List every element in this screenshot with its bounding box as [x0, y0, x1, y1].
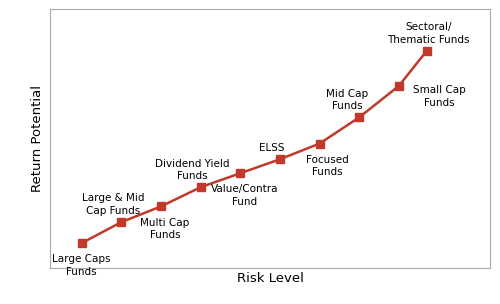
Text: Focused
Funds: Focused Funds [306, 155, 349, 178]
X-axis label: Risk Level: Risk Level [236, 272, 304, 285]
Text: Sectoral/
Thematic Funds: Sectoral/ Thematic Funds [388, 22, 470, 45]
Text: ELSS: ELSS [259, 143, 284, 153]
Text: Multi Cap
Funds: Multi Cap Funds [140, 218, 190, 240]
Text: Small Cap
Funds: Small Cap Funds [412, 85, 466, 108]
Text: Large & Mid
Cap Funds: Large & Mid Cap Funds [82, 193, 144, 216]
Text: Value/Contra
Fund: Value/Contra Fund [210, 185, 278, 207]
Text: Mid Cap
Funds: Mid Cap Funds [326, 89, 368, 111]
Y-axis label: Return Potential: Return Potential [32, 85, 44, 192]
Text: Large Caps
Funds: Large Caps Funds [52, 254, 111, 277]
Text: Dividend Yield
Funds: Dividend Yield Funds [156, 158, 230, 181]
